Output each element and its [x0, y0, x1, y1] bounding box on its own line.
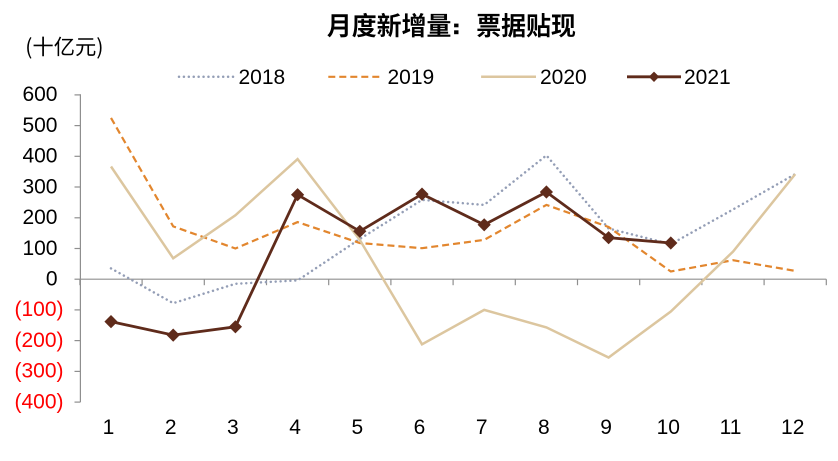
svg-text:10: 10	[657, 416, 680, 439]
svg-text:300: 300	[22, 175, 57, 198]
svg-text:9: 9	[600, 416, 612, 439]
svg-text:(200): (200)	[14, 329, 63, 352]
svg-text:500: 500	[22, 114, 57, 137]
svg-text:2020: 2020	[540, 66, 587, 89]
svg-text:6: 6	[414, 416, 426, 439]
svg-text:5: 5	[351, 416, 363, 439]
svg-text:(100): (100)	[14, 298, 63, 321]
svg-text:2021: 2021	[684, 66, 731, 89]
svg-text:2018: 2018	[239, 66, 286, 89]
svg-text:12: 12	[781, 416, 804, 439]
svg-text:(400): (400)	[14, 390, 63, 413]
svg-text:4: 4	[289, 416, 301, 439]
svg-text:2019: 2019	[388, 66, 435, 89]
svg-text:8: 8	[538, 416, 550, 439]
svg-text:1: 1	[103, 416, 115, 439]
svg-text:3: 3	[227, 416, 239, 439]
svg-text:600: 600	[22, 83, 57, 106]
svg-text:2: 2	[165, 416, 177, 439]
svg-text:200: 200	[22, 206, 57, 229]
svg-text:400: 400	[22, 145, 57, 168]
svg-text:100: 100	[22, 237, 57, 260]
svg-text:11: 11	[720, 416, 742, 439]
svg-text:7: 7	[476, 416, 488, 439]
svg-text:(300): (300)	[14, 360, 63, 383]
svg-text:0: 0	[46, 268, 58, 291]
